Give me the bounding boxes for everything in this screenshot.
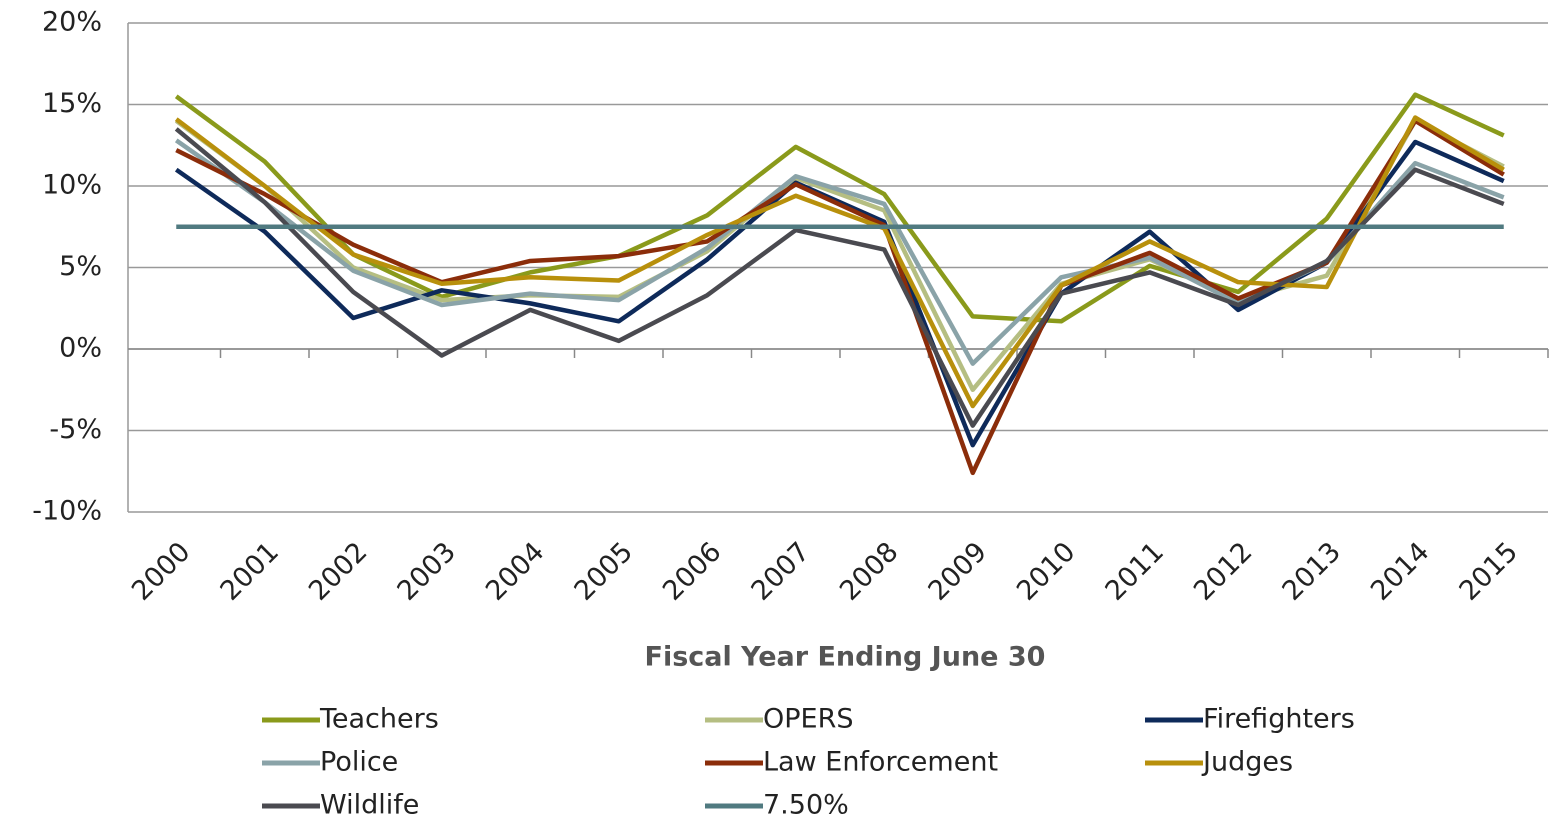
x-axis-title: Fiscal Year Ending June 30 [645,642,1046,673]
y-tick-label: 10% [42,170,102,201]
x-tick-label: 2002 [303,536,374,607]
series-line [174,139,1505,448]
series-line [174,127,1505,428]
y-tick-label: 5% [59,251,102,282]
x-tick-label: 2004 [480,536,551,607]
x-tick-label: 2007 [745,536,816,607]
series-line [175,118,1505,476]
x-tick-label: 2014 [1365,536,1436,607]
series-line [174,115,1505,409]
y-tick-label: -10% [32,496,102,527]
x-tick-label: 2008 [834,536,905,607]
x-tick-label: 2009 [922,536,993,607]
legend-label: Law Enforcement [763,747,998,778]
y-tick-label: 0% [59,333,102,364]
legend-label: Judges [1201,747,1293,778]
legend-label: Wildlife [320,790,419,820]
x-tick-label: 2010 [1011,536,1082,607]
x-tick-label: 2003 [391,536,462,607]
x-tick-label: 2001 [214,536,285,607]
x-tick-label: 2005 [568,536,639,607]
y-tick-label: 15% [42,88,102,119]
x-tick-label: 2000 [126,536,197,607]
series-line [174,92,1505,324]
legend-label: Firefighters [1203,704,1355,735]
y-tick-label: 20% [42,7,102,38]
x-tick-label: 2013 [1276,536,1347,607]
y-tick-label: -5% [49,414,102,445]
legend-label: Teachers [319,704,439,735]
legend-label: 7.50% [763,790,849,820]
x-tick-label: 2006 [657,536,728,607]
legend-label: OPERS [763,704,854,735]
legend-label: Police [320,747,398,778]
x-tick-label: 2015 [1453,536,1524,607]
x-tick-label: 2012 [1188,536,1259,607]
x-tick-label: 2011 [1099,536,1170,607]
